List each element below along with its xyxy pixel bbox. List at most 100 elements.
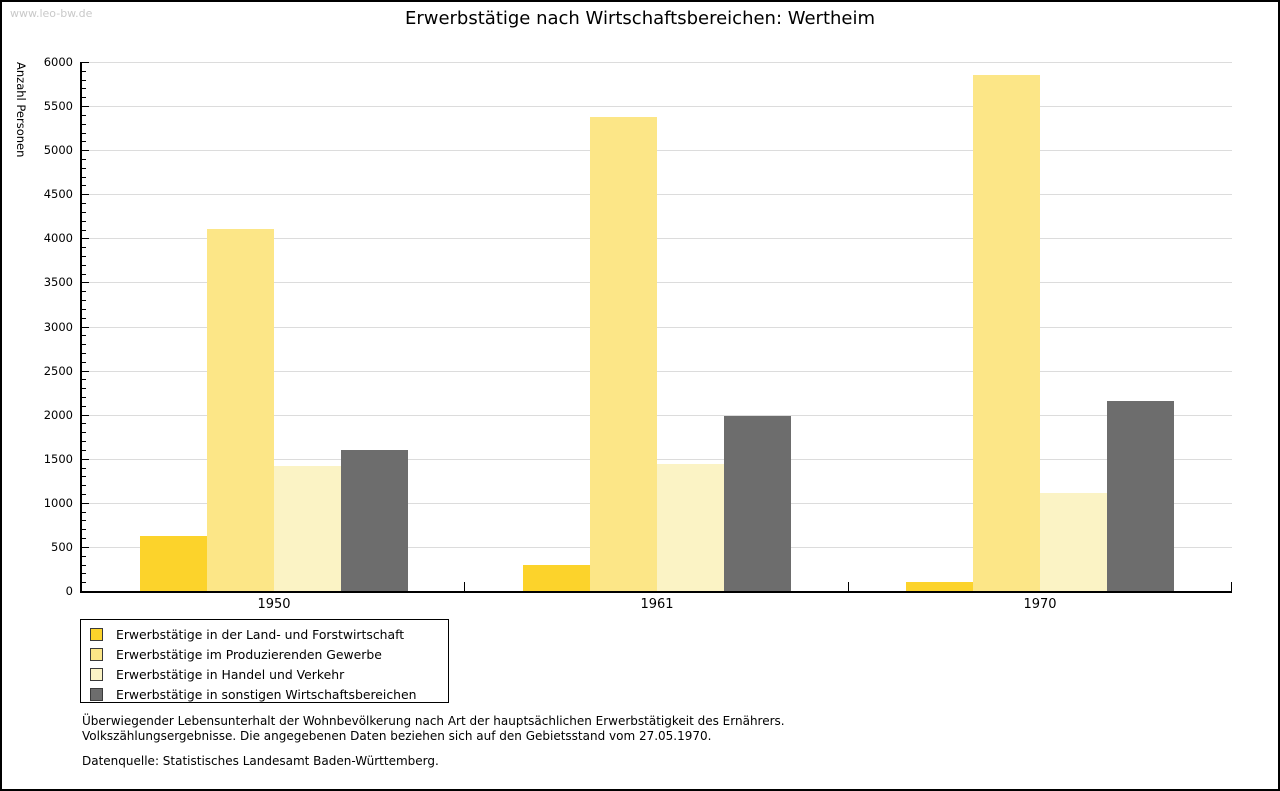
gridline — [82, 370, 1232, 372]
footnote-line-1: Überwiegender Lebensunterhalt der Wohnbe… — [82, 714, 785, 728]
gridline — [82, 237, 1232, 239]
y-major-tick — [82, 237, 89, 239]
legend-item: Erwerbstätige im Produzierenden Gewerbe — [81, 644, 448, 664]
gridline — [82, 458, 1232, 460]
legend-swatch-sonstige — [90, 687, 103, 701]
gridline — [82, 326, 1232, 328]
y-tick-label: 5000 — [43, 143, 73, 157]
x-tick-label: 1961 — [640, 597, 674, 612]
y-minor-tick — [82, 581, 86, 583]
y-tick-label: 0 — [65, 584, 73, 598]
bar-1970-series-0 — [906, 582, 973, 591]
legend-item: Erwerbstätige in sonstigen Wirtschaftsbe… — [81, 684, 448, 704]
bar-1950-series-1 — [207, 229, 274, 591]
bar-1970-series-2 — [1040, 493, 1107, 591]
legend-label: Erwerbstätige in sonstigen Wirtschaftsbe… — [116, 686, 417, 702]
gridline — [82, 149, 1232, 151]
y-minor-tick — [82, 405, 86, 407]
y-major-tick — [82, 414, 89, 416]
y-minor-tick — [82, 299, 86, 301]
y-minor-tick — [82, 264, 86, 266]
y-minor-tick — [82, 467, 86, 469]
gridline — [82, 193, 1232, 195]
y-minor-tick — [82, 317, 86, 319]
bar-1961-series-3 — [724, 416, 791, 591]
y-major-tick — [82, 370, 89, 372]
legend-label: Erwerbstätige im Produzierenden Gewerbe — [116, 646, 382, 662]
x-tick-label: 1970 — [1023, 597, 1057, 612]
y-minor-tick — [82, 96, 86, 98]
y-tick-label: 3000 — [43, 320, 73, 334]
x-boundary-tick — [464, 582, 465, 591]
y-minor-tick — [82, 537, 86, 539]
y-minor-tick — [82, 114, 86, 116]
data-source-note: Datenquelle: Statistisches Landesamt Bad… — [82, 754, 439, 768]
x-tick-label: 1950 — [257, 597, 291, 612]
y-minor-tick — [82, 229, 86, 231]
y-minor-tick — [82, 255, 86, 257]
gridline — [82, 61, 1232, 63]
legend-item: Erwerbstätige in Handel und Verkehr — [81, 664, 448, 684]
bar-1961-series-2 — [657, 464, 724, 591]
y-major-tick — [82, 149, 89, 151]
y-major-tick — [82, 281, 89, 283]
bar-1970-series-3 — [1107, 401, 1174, 591]
y-minor-tick — [82, 343, 86, 345]
legend-swatch-handel-verkehr — [90, 667, 103, 681]
y-minor-tick — [82, 87, 86, 89]
y-minor-tick — [82, 140, 86, 142]
watermark: www.leo-bw.de — [10, 7, 93, 20]
y-minor-tick — [82, 184, 86, 186]
y-major-tick — [82, 458, 89, 460]
y-major-tick — [82, 193, 89, 195]
y-minor-tick — [82, 475, 86, 477]
y-minor-tick — [82, 176, 86, 178]
y-minor-tick — [82, 431, 86, 433]
y-tick-label: 1000 — [43, 496, 73, 510]
y-minor-tick — [82, 246, 86, 248]
y-tick-label: 5500 — [43, 99, 73, 113]
y-minor-tick — [82, 572, 86, 574]
y-tick-label: 2500 — [43, 364, 73, 378]
y-minor-tick — [82, 564, 86, 566]
y-minor-tick — [82, 202, 86, 204]
y-minor-tick — [82, 396, 86, 398]
y-minor-tick — [82, 273, 86, 275]
y-major-tick — [82, 502, 89, 504]
y-minor-tick — [82, 334, 86, 336]
gridline — [82, 281, 1232, 283]
legend-swatch-land-forstwirtschaft — [90, 627, 103, 641]
y-tick-label: 2000 — [43, 408, 73, 422]
y-minor-tick — [82, 440, 86, 442]
legend-label: Erwerbstätige in Handel und Verkehr — [116, 666, 345, 682]
y-major-tick — [82, 326, 89, 328]
footnote: Überwiegender Lebensunterhalt der Wohnbe… — [82, 714, 785, 744]
bar-1961-series-0 — [523, 565, 590, 591]
y-tick-label: 6000 — [43, 55, 73, 69]
gridline — [82, 414, 1232, 416]
y-minor-tick — [82, 511, 86, 513]
y-axis-line — [80, 62, 82, 591]
y-minor-tick — [82, 387, 86, 389]
x-axis-line — [80, 591, 1232, 593]
y-major-tick — [82, 61, 89, 63]
legend: Erwerbstätige in der Land- und Forstwirt… — [80, 619, 449, 703]
gridline — [82, 105, 1232, 107]
y-minor-tick — [82, 79, 86, 81]
bar-1950-series-2 — [274, 466, 341, 591]
x-boundary-tick — [1231, 582, 1232, 591]
bar-1950-series-3 — [341, 450, 408, 591]
legend-label: Erwerbstätige in der Land- und Forstwirt… — [116, 626, 405, 642]
plot-area: 0 500 1000 1500 2000 2500 3000 3500 4000 4500 5000… — [44, 55, 1232, 612]
legend-item: Erwerbstätige in der Land- und Forstwirt… — [81, 624, 448, 644]
y-minor-tick — [82, 70, 86, 72]
y-major-tick — [82, 105, 89, 107]
y-minor-tick — [82, 493, 86, 495]
y-minor-tick — [82, 378, 86, 380]
y-major-tick — [82, 546, 89, 548]
bar-1961-series-1 — [590, 117, 657, 591]
y-minor-tick — [82, 484, 86, 486]
page-title: Erwerbstätige nach Wirtschaftsbereichen:… — [404, 8, 876, 29]
y-minor-tick — [82, 167, 86, 169]
